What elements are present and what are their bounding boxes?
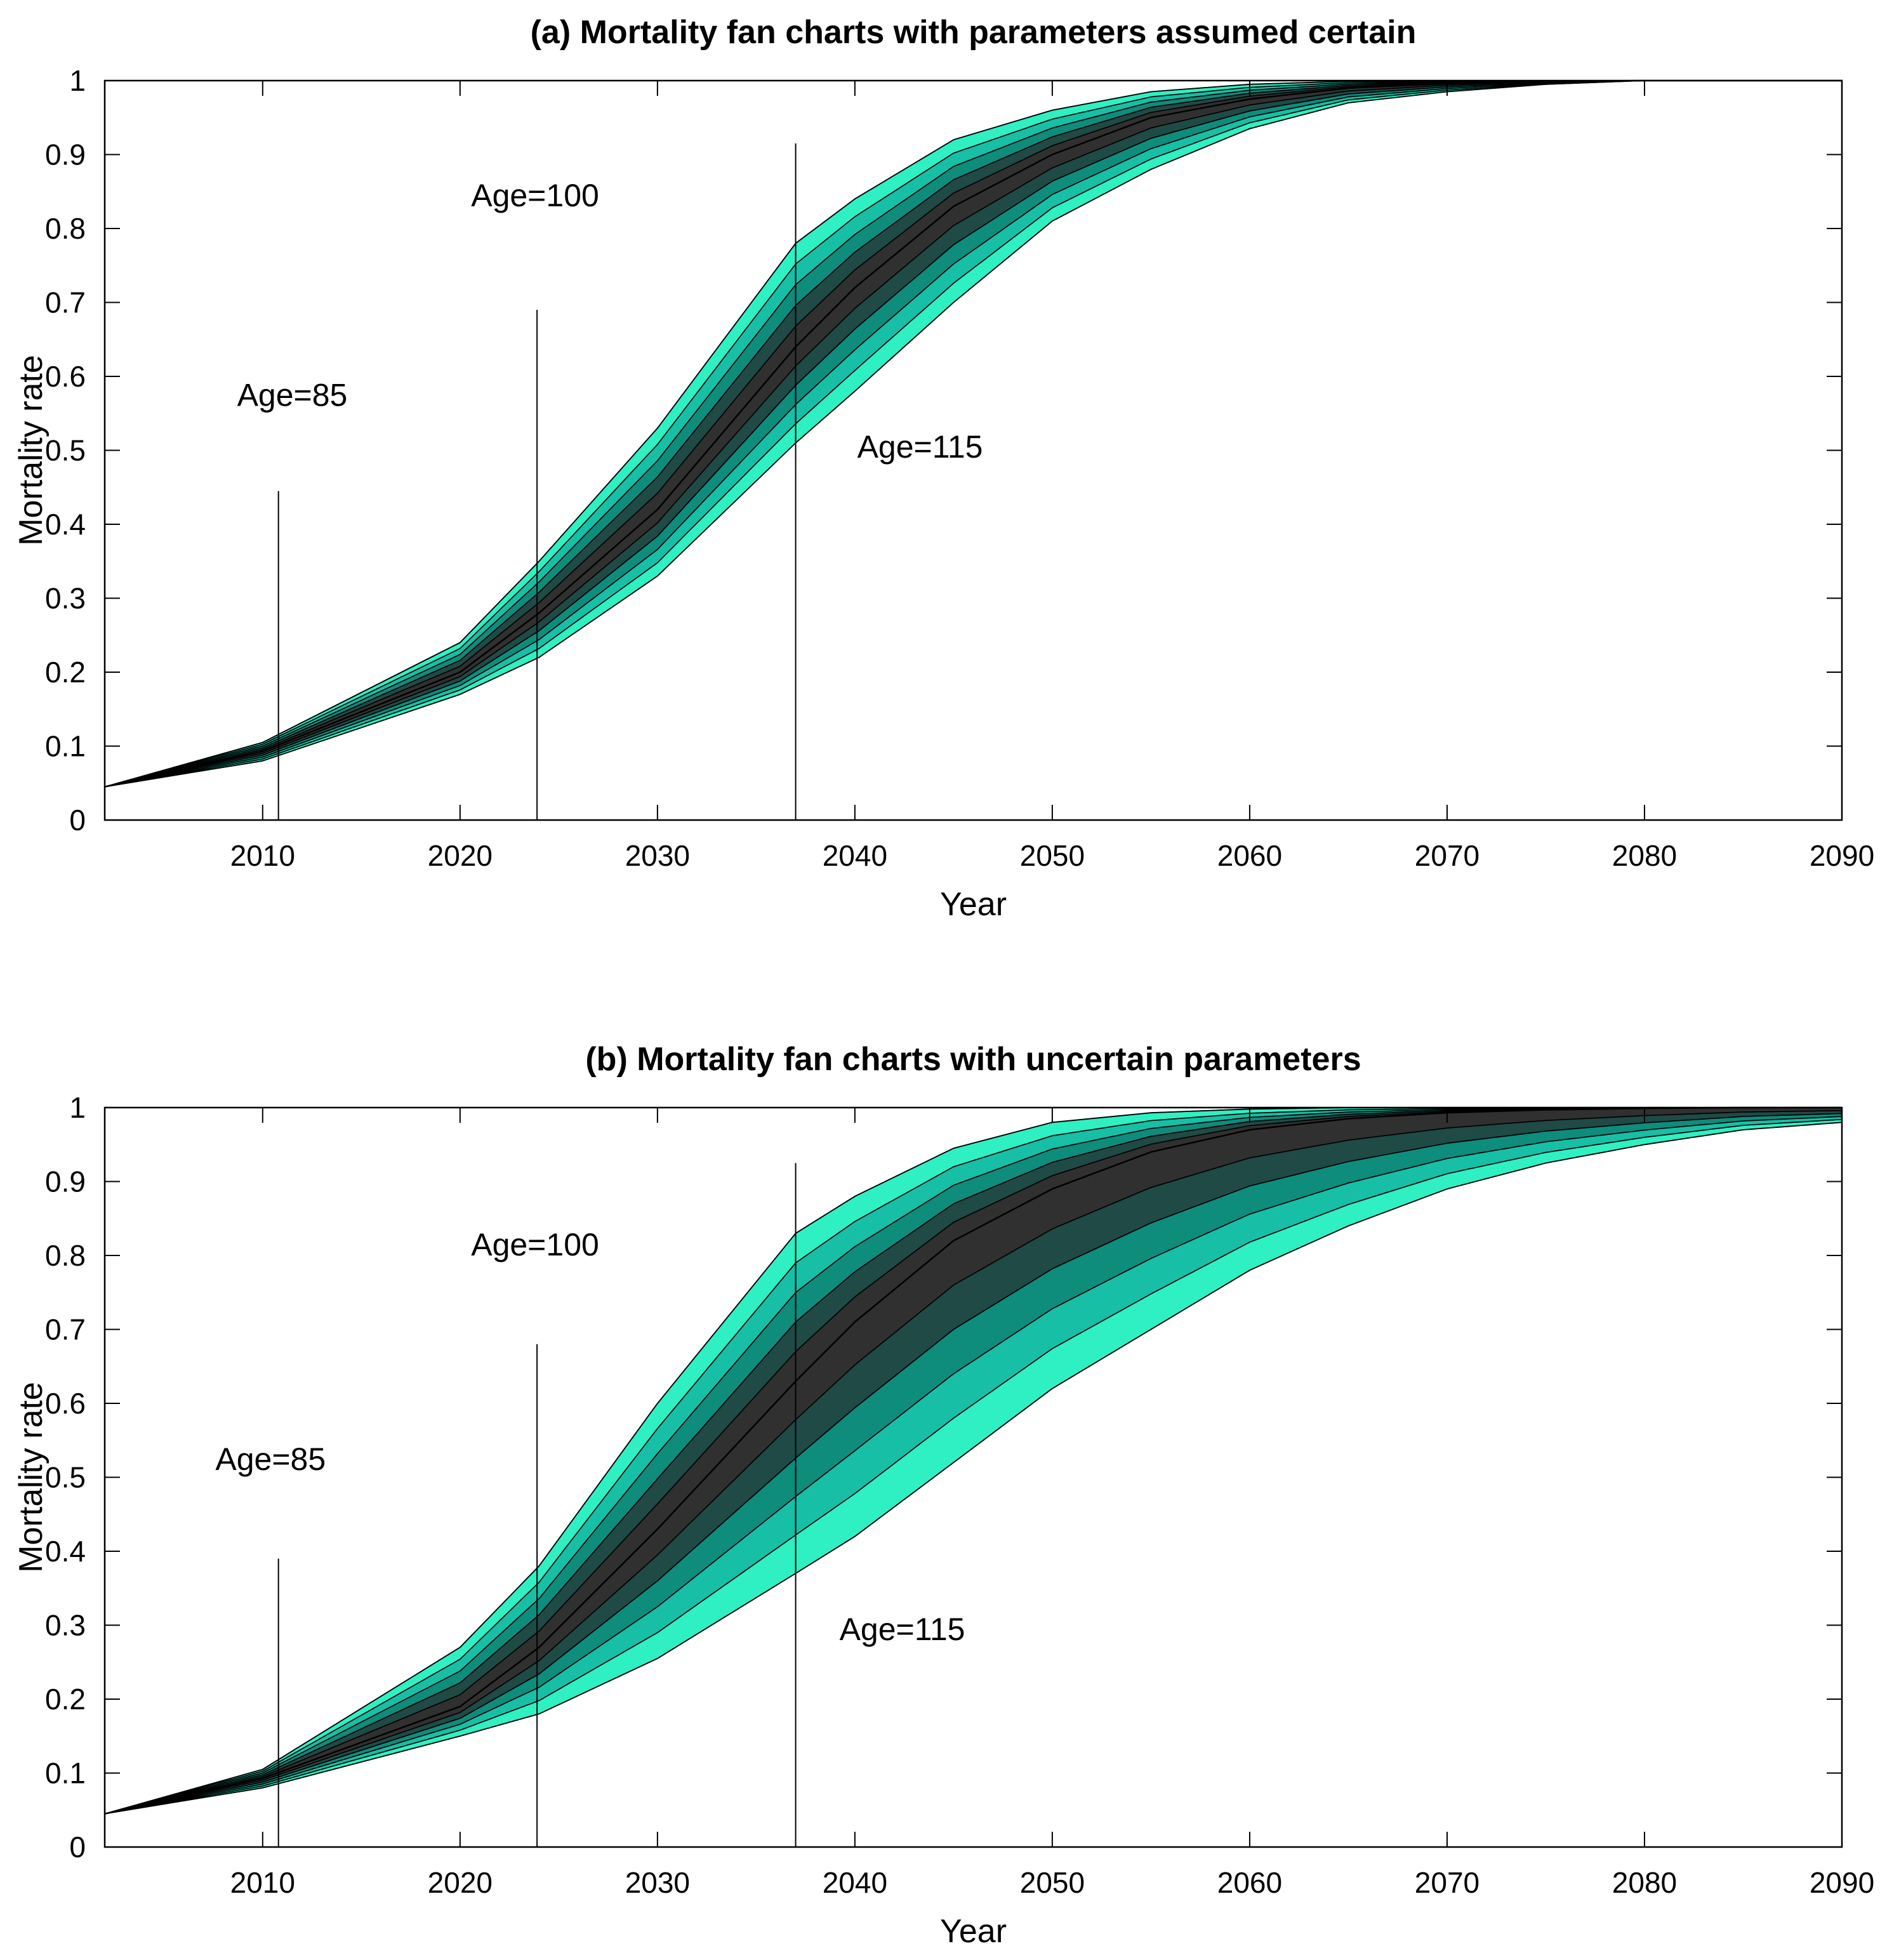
panel-a: (a) Mortality fan charts with parameters… [13, 14, 1874, 923]
y-tick-label: 0.8 [45, 212, 86, 245]
series-line-median [104, 79, 1842, 788]
x-tick-label: 2090 [1810, 1866, 1874, 1899]
age-annotation: Age=100 [471, 1227, 599, 1262]
x-tick-label: 2040 [823, 1866, 887, 1899]
panel-b: (b) Mortality fan charts with uncertain … [13, 1041, 1874, 1950]
x-tick-label: 2070 [1415, 1866, 1480, 1899]
y-tick-label: 0.8 [45, 1239, 86, 1272]
series-line-5th-percentile [104, 1122, 1843, 1815]
age-annotation: Age=85 [215, 1441, 326, 1477]
x-tick-label: 2020 [428, 1866, 493, 1899]
y-tick-label: 0.2 [45, 656, 86, 689]
x-tick-label: 2060 [1217, 839, 1282, 872]
y-tick-label: 0.5 [45, 1461, 86, 1494]
y-tick-label: 0 [69, 1831, 86, 1864]
x-tick-label: 2010 [230, 1866, 295, 1899]
x-tick-label: 2080 [1612, 839, 1677, 872]
y-tick-label: 1 [69, 64, 86, 97]
series-line-5th-percentile [104, 80, 1842, 788]
y-axis-label: Mortality rate [13, 355, 50, 546]
y-tick-label: 0.4 [45, 508, 86, 541]
x-tick-label: 2060 [1217, 1866, 1282, 1899]
x-tick-label: 2020 [428, 839, 493, 872]
x-tick-label: 2080 [1612, 1866, 1677, 1899]
y-tick-label: 0.1 [45, 1757, 86, 1790]
y-tick-label: 0 [69, 804, 86, 837]
y-tick-label: 0.2 [45, 1683, 86, 1716]
y-tick-label: 0.9 [45, 138, 86, 171]
y-tick-label: 0.9 [45, 1165, 86, 1198]
series-line-median [104, 1106, 1842, 1815]
y-tick-label: 0.7 [45, 1313, 86, 1346]
x-tick-label: 2030 [625, 839, 690, 872]
age-annotation: Age=85 [237, 378, 348, 413]
age-annotation: Age=115 [857, 429, 983, 465]
y-tick-label: 1 [69, 1091, 86, 1124]
y-axis-label: Mortality rate [13, 1382, 50, 1573]
age-annotation: Age=115 [840, 1612, 965, 1647]
x-tick-label: 2070 [1415, 839, 1480, 872]
y-tick-label: 0.4 [45, 1535, 86, 1568]
y-tick-label: 0.7 [45, 286, 86, 319]
x-tick-label: 2090 [1810, 839, 1874, 872]
x-tick-label: 2010 [230, 839, 295, 872]
y-tick-label: 0.6 [45, 1387, 86, 1420]
age-annotation: Age=100 [471, 178, 599, 213]
x-tick-label: 2050 [1020, 1866, 1085, 1899]
y-tick-label: 0.1 [45, 730, 86, 763]
y-tick-label: 0.3 [45, 582, 86, 615]
x-tick-label: 2050 [1020, 839, 1085, 872]
x-axis-label: Year [940, 886, 1007, 923]
y-tick-label: 0.6 [45, 360, 86, 393]
x-tick-label: 2030 [625, 1866, 690, 1899]
x-axis-label: Year [940, 1913, 1007, 1950]
y-tick-label: 0.3 [45, 1609, 86, 1642]
chart-title: (a) Mortality fan charts with parameters… [531, 14, 1417, 51]
chart-title: (b) Mortality fan charts with uncertain … [585, 1041, 1361, 1078]
x-tick-label: 2040 [823, 839, 887, 872]
y-tick-label: 0.5 [45, 434, 86, 467]
